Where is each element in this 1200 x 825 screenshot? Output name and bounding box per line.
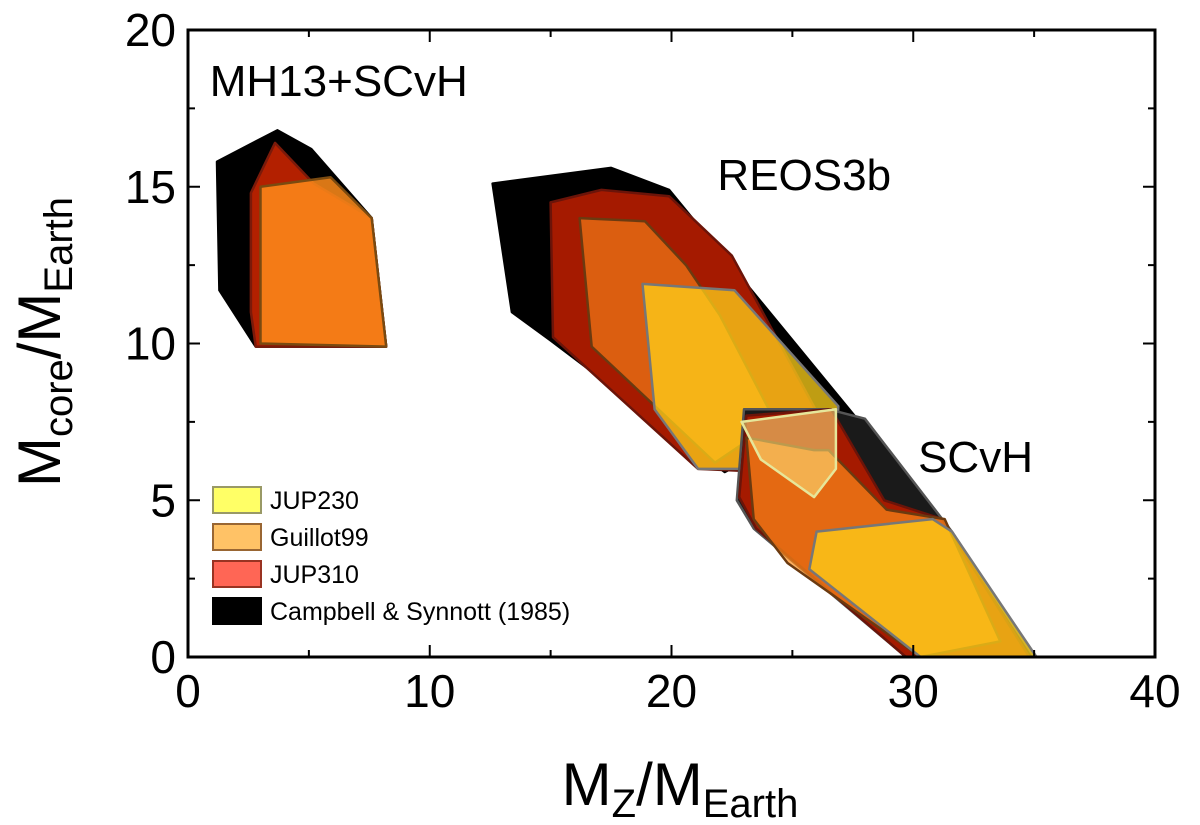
- legend-swatch-2: [212, 560, 262, 588]
- legend-label-1: Guillot99: [270, 524, 369, 552]
- x-tick-label-0: 0: [175, 665, 201, 717]
- x-axis-label-main: M: [562, 751, 612, 818]
- region-2: [259, 176, 388, 348]
- y-tick-label-0: 0: [150, 631, 176, 683]
- legend-swatch-3: [212, 597, 262, 625]
- x-axis-label: MZ/MEarth: [562, 751, 799, 825]
- legend-swatch-0: [212, 486, 262, 514]
- x-axis-label-sub1: Z: [612, 782, 636, 825]
- region-11: [740, 408, 838, 499]
- y-axis-label-sub1: core: [37, 359, 81, 437]
- y-tick-label-3: 15: [125, 161, 176, 213]
- legend-label-0: JUP230: [270, 487, 359, 515]
- region-label-1: REOS3b: [717, 151, 891, 200]
- legend: JUP230 Guillot99 JUP310 Campbell & Synnott …: [212, 486, 570, 626]
- region-10: [808, 517, 1038, 659]
- x-tick-label-3: 30: [888, 665, 939, 717]
- y-axis-label: Mcore/MEarth: [6, 197, 81, 487]
- region-label-0: MH13+SCvH: [210, 57, 468, 106]
- x-tick-label-1: 10: [404, 665, 455, 717]
- region-labels: MH13+SCvH REOS3b SCvH: [210, 57, 1033, 482]
- y-tick-label-4: 20: [125, 4, 176, 56]
- legend-label-2: JUP310: [270, 561, 359, 589]
- x-tick-label-2: 20: [646, 665, 697, 717]
- y-tick-label-2: 10: [125, 318, 176, 370]
- region-label-2: SCvH: [918, 433, 1033, 482]
- y-axis-label-main: M: [6, 437, 73, 487]
- y-axis-label-slash: /M: [6, 293, 73, 360]
- x-axis-label-slash: /M: [636, 751, 703, 818]
- x-axis-label-sub2: Earth: [703, 782, 799, 825]
- y-tick-label-1: 5: [150, 474, 176, 526]
- legend-swatch-1: [212, 523, 262, 551]
- y-axis-label-sub2: Earth: [37, 197, 81, 293]
- legend-label-3: Campbell & Synnott (1985): [270, 598, 570, 626]
- x-tick-label-4: 40: [1129, 665, 1180, 717]
- axis-ticks: 0 10 20 30 40 0 5 10 15 20: [125, 4, 1181, 717]
